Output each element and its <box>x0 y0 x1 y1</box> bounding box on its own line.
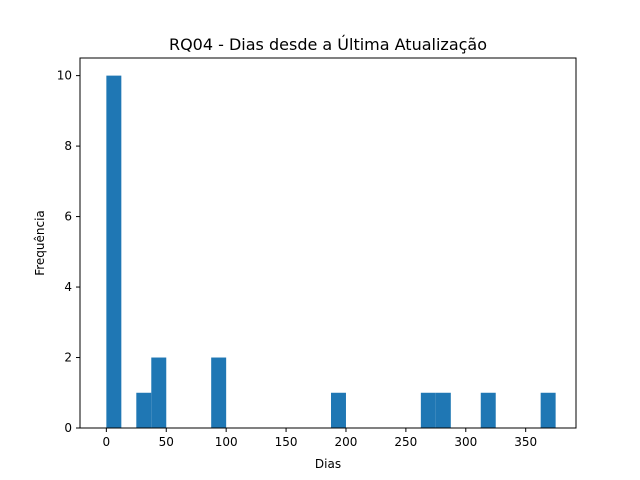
histogram-bar-1 <box>136 392 152 428</box>
y-tick-label: 6 <box>64 210 72 224</box>
histogram-bar-0 <box>106 75 122 428</box>
y-tick-label: 0 <box>64 421 72 435</box>
histogram-bar-8 <box>540 392 556 428</box>
bars-group <box>106 75 556 428</box>
histogram-bar-5 <box>420 392 436 428</box>
plot-frame <box>79 57 577 429</box>
histogram-bar-7 <box>480 392 496 428</box>
y-tick-label: 10 <box>57 69 72 83</box>
y-axis-ticks: 0 2 4 6 8 10 <box>57 69 80 435</box>
histogram-bar-4 <box>330 392 346 428</box>
x-tick-label: 50 <box>159 435 174 449</box>
y-tick-label: 4 <box>64 280 72 294</box>
histogram-bar-6 <box>435 392 451 428</box>
y-tick-label: 2 <box>64 351 72 365</box>
x-tick-label: 200 <box>335 435 358 449</box>
x-tick-label: 300 <box>454 435 477 449</box>
chart-title: RQ04 - Dias desde a Última Atualização <box>169 35 487 54</box>
y-axis-label: Frequência <box>33 210 47 276</box>
histogram-bar-2 <box>151 357 167 428</box>
x-tick-label: 150 <box>275 435 298 449</box>
x-axis-ticks: 0 50 100 150 200 250 300 350 <box>103 428 537 449</box>
x-axis-label: Dias <box>315 457 341 471</box>
x-tick-label: 100 <box>215 435 238 449</box>
y-tick-label: 8 <box>64 139 72 153</box>
histogram-bar-3 <box>211 357 227 428</box>
x-tick-label: 350 <box>514 435 537 449</box>
x-tick-label: 250 <box>394 435 417 449</box>
x-tick-label: 0 <box>103 435 111 449</box>
